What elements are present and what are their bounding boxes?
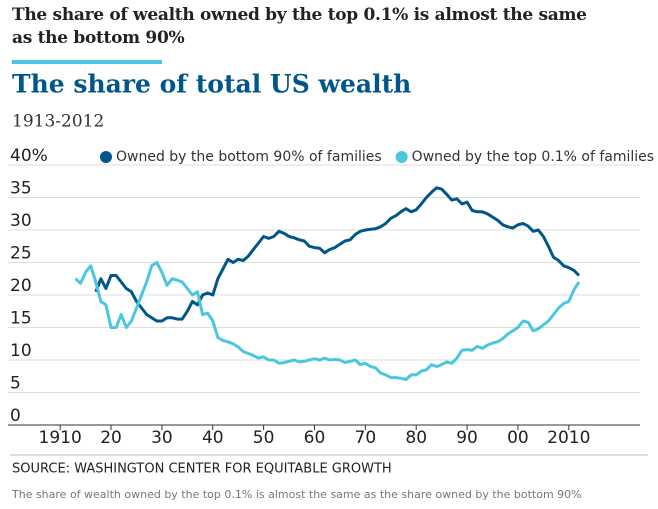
x-tick-label: 50 [253, 428, 275, 448]
legend-swatch [395, 151, 408, 163]
y-tick-label: 0 [10, 406, 21, 426]
chart-subtitle: 1913-2012 [12, 112, 104, 132]
y-tick-label: 5 [10, 374, 21, 394]
y-tick-label: 20 [10, 276, 32, 296]
source: SOURCE: WASHINGTON CENTER FOR EQUITABLE … [12, 462, 392, 477]
y-tick-label: 15 [10, 309, 32, 329]
y-tick-label: 10 [10, 341, 32, 361]
legend-label: Owned by the bottom 90% of families [116, 149, 382, 165]
headline: The share of wealth owned by the top 0.1… [12, 5, 587, 48]
legend-label: Owned by the top 0.1% of families [412, 149, 654, 165]
x-tick-label: 2010 [547, 428, 590, 448]
series-line [74, 261, 581, 381]
y-tick-label: 25 [10, 244, 32, 264]
caption: The share of wealth owned by the top 0.1… [11, 488, 582, 501]
y-tick-label: 40% [10, 146, 48, 166]
x-tick-label: 80 [405, 428, 427, 448]
legend-swatch [100, 151, 112, 163]
chart-title: The share of total US wealth [12, 70, 411, 99]
x-tick-label: 60 [304, 428, 326, 448]
x-tick-label: 30 [151, 428, 173, 448]
x-tick-label: 1910 [39, 428, 82, 448]
headline-underline [12, 60, 162, 64]
y-tick-label: 30 [10, 211, 32, 231]
series-line [94, 186, 581, 323]
x-tick-label: 20 [100, 428, 122, 448]
x-tick-label: 40 [202, 428, 224, 448]
x-tick-label: 70 [355, 428, 377, 448]
x-tick-label: 00 [507, 428, 529, 448]
y-tick-label: 35 [10, 179, 32, 199]
x-tick-label: 90 [456, 428, 478, 448]
